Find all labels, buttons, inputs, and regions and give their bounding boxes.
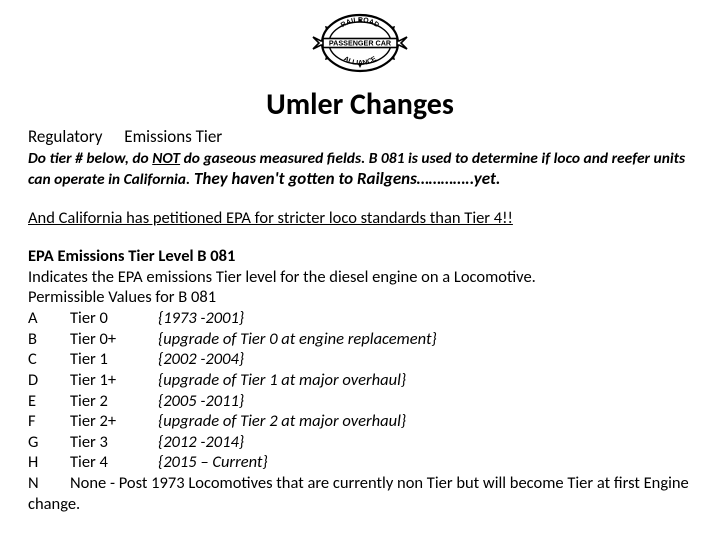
instruction-part1: Do tier # below, <box>28 149 132 168</box>
subheading: Regulatory Emissions Tier <box>28 126 692 147</box>
last-text: None - Post 1973 Locomotives that are cu… <box>28 473 689 514</box>
subhead-emissions: Emissions Tier <box>124 126 222 147</box>
tier-name: Tier 1+ <box>70 370 158 391</box>
instruction-do: do <box>132 149 152 168</box>
tier-desc: {2015 – Current} <box>158 452 437 473</box>
tier-code: B <box>28 329 70 350</box>
instruction-railgens: They haven't gotten to Railgens…………..yet… <box>190 168 500 189</box>
tier-row: GTier 3{2012 -2014} <box>28 432 437 453</box>
tier-code: F <box>28 411 70 432</box>
instruction-line: Do tier # below, do NOT do gaseous measu… <box>28 149 692 190</box>
page-title: Umler Changes <box>28 86 692 124</box>
tier-desc: {upgrade of Tier 0 at engine replacement… <box>158 329 437 350</box>
tier-name: Tier 2 <box>70 391 158 412</box>
tier-desc: {upgrade of Tier 2 at major overhaul} <box>158 411 437 432</box>
subhead-regulatory: Regulatory <box>28 126 102 147</box>
tier-code: G <box>28 432 70 453</box>
tier-table: ATier 0{1973 -2001}BTier 0+{upgrade of T… <box>28 308 437 473</box>
tier-desc: {2002 -2004} <box>158 349 437 370</box>
passenger-car-alliance-logo: RAILROAD ALLIANCE PASSENGER CAR <box>305 12 415 74</box>
tier-row: DTier 1+{upgrade of Tier 1 at major over… <box>28 370 437 391</box>
body-line3: Permissible Values for B 081 <box>28 287 692 308</box>
tier-row: ATier 0{1973 -2001} <box>28 308 437 329</box>
tier-desc: {2005 -2011} <box>158 391 437 412</box>
tier-desc: {upgrade of Tier 1 at major overhaul} <box>158 370 437 391</box>
tier-row: CTier 1{2002 -2004} <box>28 349 437 370</box>
tier-code: A <box>28 308 70 329</box>
logo-banner-text: PASSENGER CAR <box>329 39 392 48</box>
tier-row: BTier 0+{upgrade of Tier 0 at engine rep… <box>28 329 437 350</box>
body-line2: Indicates the EPA emissions Tier level f… <box>28 267 692 288</box>
instruction-not: NOT <box>152 149 180 168</box>
tier-name: Tier 1 <box>70 349 158 370</box>
tier-desc: {1973 -2001} <box>158 308 437 329</box>
tier-desc: {2012 -2014} <box>158 432 437 453</box>
tier-name: Tier 2+ <box>70 411 158 432</box>
tier-name: Tier 4 <box>70 452 158 473</box>
tier-row: ETier 2{2005 -2011} <box>28 391 437 412</box>
tier-code: E <box>28 391 70 412</box>
body-header: EPA Emissions Tier Level B 081 <box>28 246 692 267</box>
tier-code: D <box>28 370 70 391</box>
logo-container: RAILROAD ALLIANCE PASSENGER CAR <box>28 12 692 80</box>
tier-row: HTier 4{2015 – Current} <box>28 452 437 473</box>
tier-name: Tier 3 <box>70 432 158 453</box>
last-row: NNone - Post 1973 Locomotives that are c… <box>28 473 692 514</box>
tier-name: Tier 0+ <box>70 329 158 350</box>
body-block: EPA Emissions Tier Level B 081 Indicates… <box>28 246 692 308</box>
tier-name: Tier 0 <box>70 308 158 329</box>
tier-row: FTier 2+{upgrade of Tier 2 at major over… <box>28 411 437 432</box>
last-code: N <box>28 473 70 494</box>
petition-line: And California has petitioned EPA for st… <box>28 208 692 229</box>
tier-code: C <box>28 349 70 370</box>
tier-code: H <box>28 452 70 473</box>
